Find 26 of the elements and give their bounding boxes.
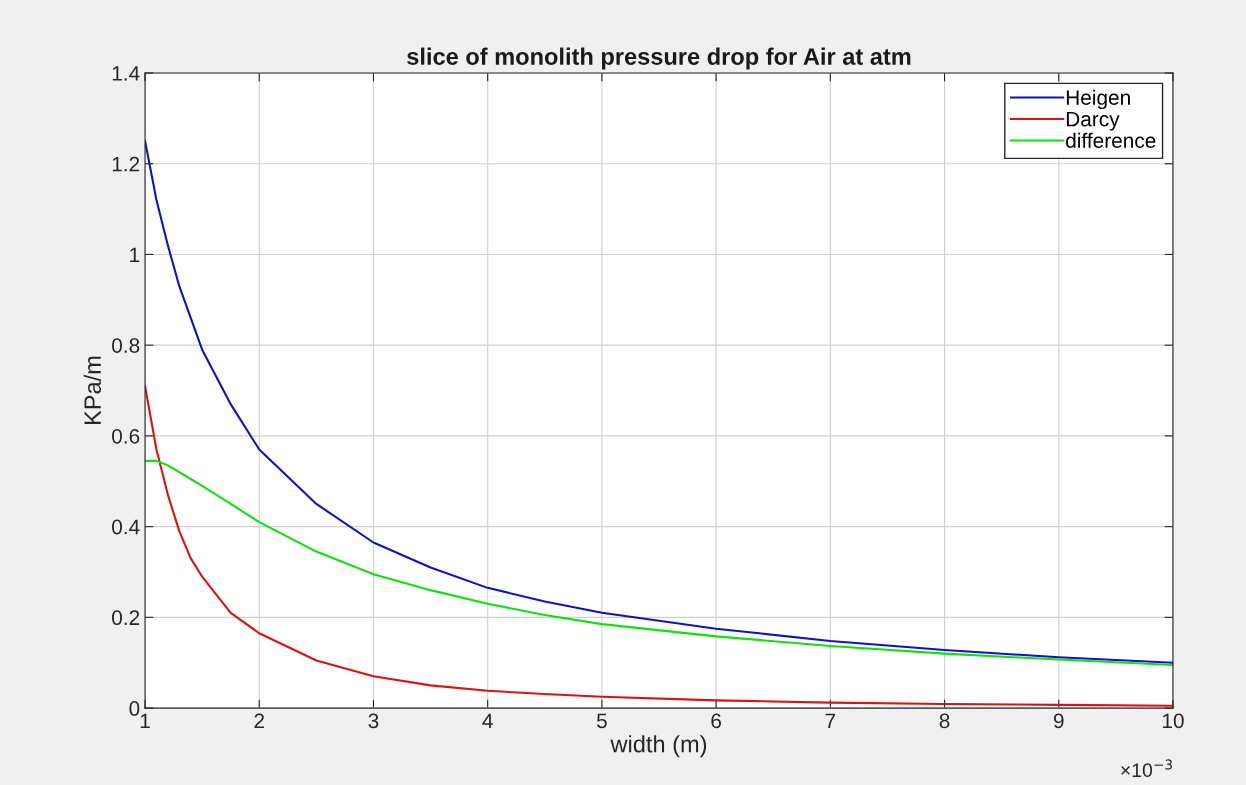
x-tick-label: 2 <box>254 713 264 729</box>
y-tick-label: 1.2 <box>112 156 140 172</box>
line-series <box>145 459 1173 667</box>
legend-label: difference <box>1066 132 1156 148</box>
y-tick-label: 0.6 <box>112 428 140 444</box>
x-axis-title: width (m) <box>610 735 707 758</box>
y-axis-title: KPa/m <box>83 356 101 425</box>
legend-label: Heigen <box>1066 89 1130 110</box>
x-tick-label: 1 <box>140 713 150 729</box>
x-tick-label: 4 <box>482 713 493 729</box>
x-tick-label: 6 <box>711 713 721 729</box>
y-tick-label: 0 <box>129 701 140 716</box>
text: ×10$^{−3}$ <box>1121 759 1173 778</box>
legend-label: Darcy <box>1066 111 1120 131</box>
x-tick-label: 5 <box>596 713 607 729</box>
x-tick-label: 7 <box>825 713 836 729</box>
x-tick-label: 8 <box>939 713 950 729</box>
x-tick-label: 10 <box>1162 713 1184 729</box>
y-tick-label: 1.4 <box>112 66 140 81</box>
y-tick-label: 0.8 <box>112 338 140 353</box>
y-tick-label: 1 <box>130 247 140 262</box>
x-tick-label: 9 <box>1053 713 1064 729</box>
y-tick-label: 0.4 <box>112 519 140 535</box>
chart-title: slice of monolith pressure drop for Air at atm <box>407 47 911 70</box>
x-tick-label: 3 <box>368 713 379 729</box>
y-tick-label: 0.2 <box>112 610 140 626</box>
